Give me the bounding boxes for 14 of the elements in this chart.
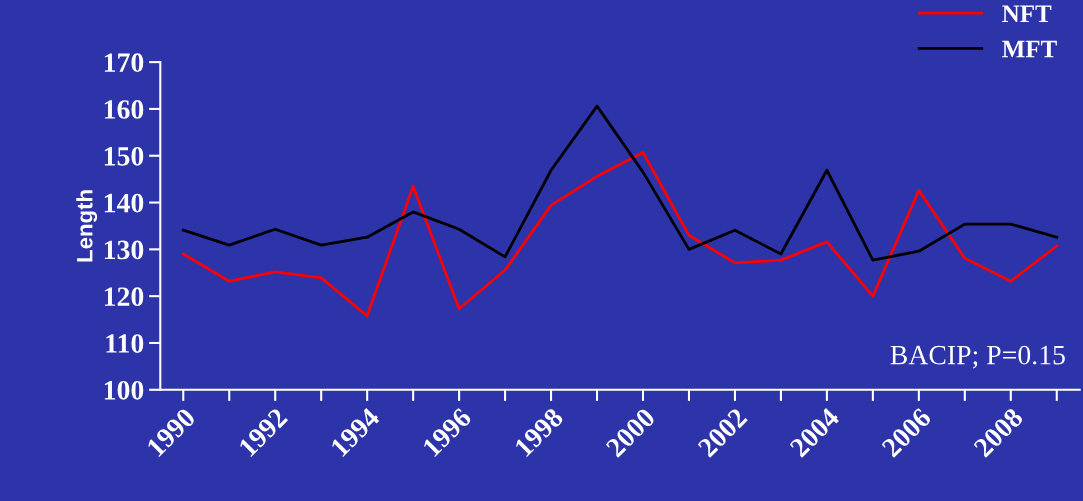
y-tick-label: 140 (104, 193, 144, 213)
y-tick-label: 100 (104, 380, 144, 400)
y-tick-label: 110 (106, 334, 144, 353)
y-tick-label: 150 (104, 146, 144, 166)
legend-label: MFT (1002, 40, 1057, 58)
y-tick-label: 130 (104, 240, 144, 260)
line-series (181, 151, 1059, 318)
y-tick-label: 120 (104, 287, 144, 307)
y-axis-title: Length (76, 190, 98, 262)
y-tick-label: 170 (104, 53, 144, 73)
legend-label: NFT (1002, 5, 1052, 22)
line-series (181, 104, 1059, 262)
y-tick-label: 160 (104, 100, 144, 119)
annotation: BACIP; P=0.15 (890, 345, 1065, 369)
